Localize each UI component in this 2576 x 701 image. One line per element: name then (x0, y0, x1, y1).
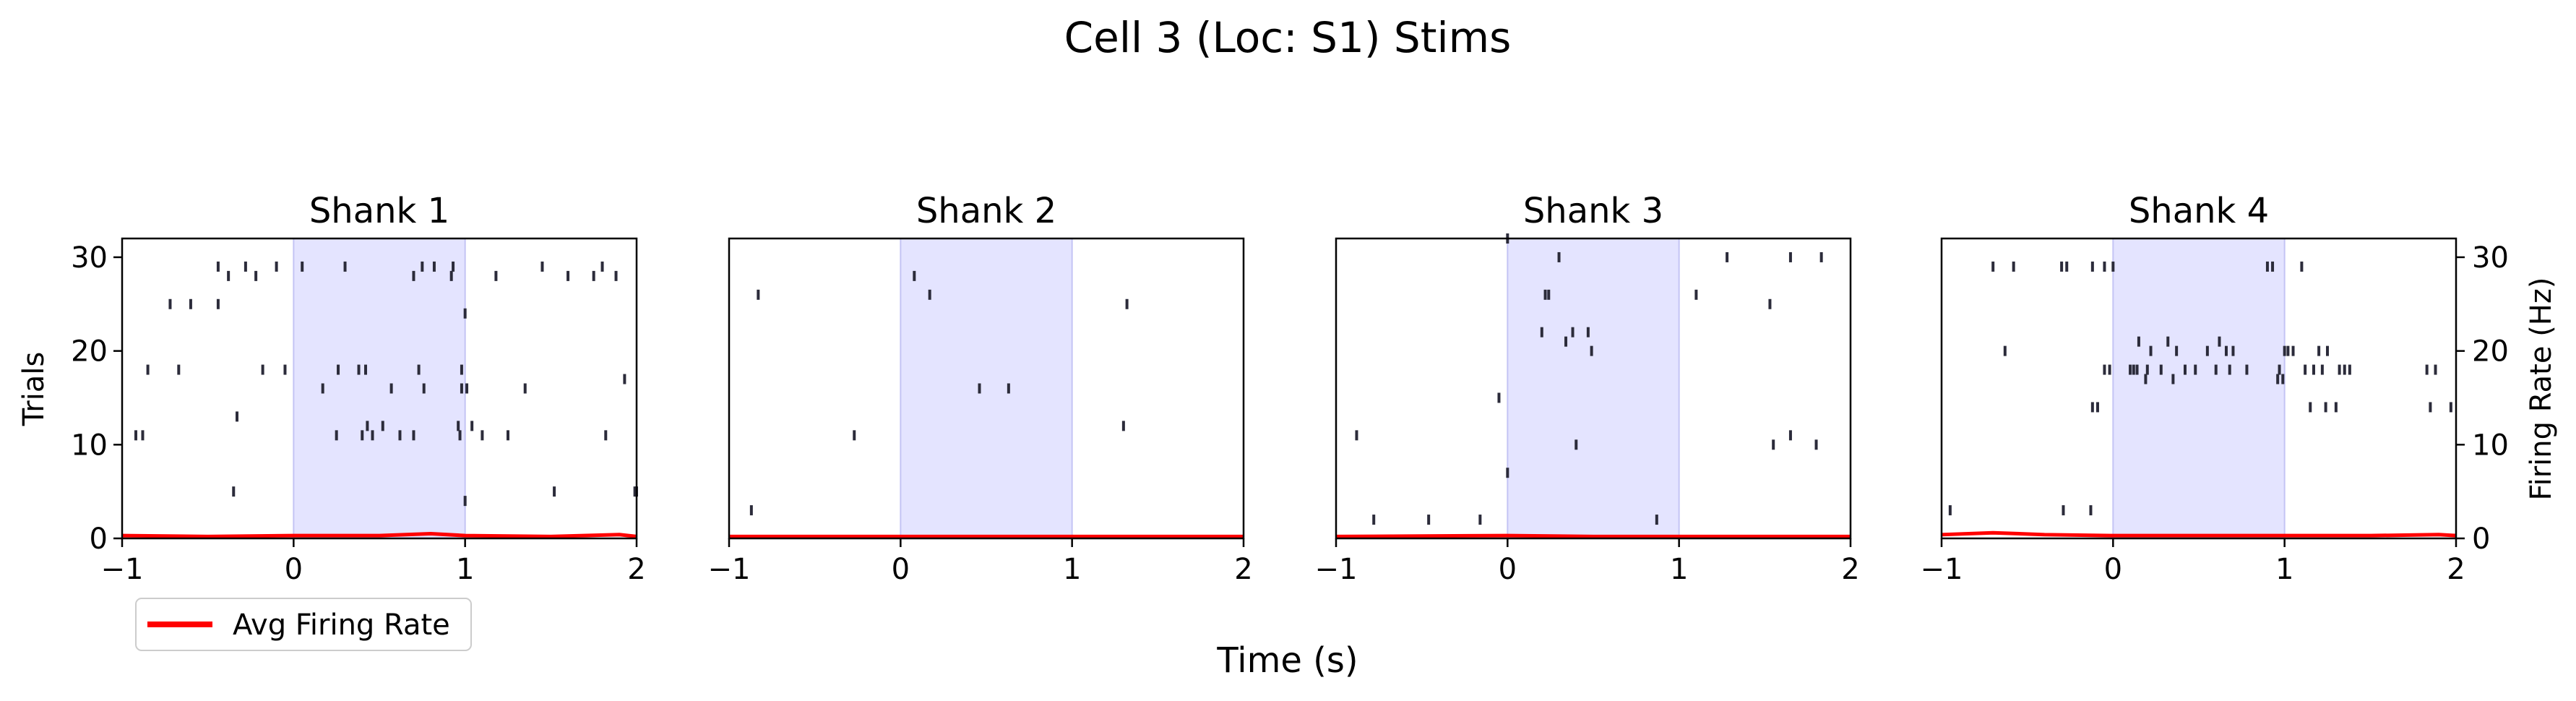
panel-2: Shank 2 −1 0 1 2 (708, 191, 1253, 586)
rate-line (1941, 530, 2457, 538)
x-tick-label: 2 (627, 553, 645, 586)
x-tick-label: 0 (2104, 553, 2122, 586)
y-tick-label: 20 (2472, 335, 2509, 369)
y-tick-label: 30 (71, 241, 108, 275)
axes-frame (1335, 237, 1852, 540)
stim-window (2112, 238, 2286, 539)
axes-frame (728, 237, 1245, 540)
legend-label: Avg Firing Rate (233, 608, 450, 642)
stim-window (1507, 238, 1680, 539)
panel-title: Shank 3 (1523, 191, 1663, 231)
y-tick-label: 0 (90, 522, 108, 556)
panel-3: Shank 3 −1 0 1 2 (1315, 191, 1860, 586)
x-tick-label: 0 (1499, 553, 1517, 586)
x-tick-label: −1 (1921, 553, 1963, 586)
x-tick-label: 1 (456, 553, 474, 586)
rate-line (121, 532, 637, 538)
x-tick-label: 1 (2275, 553, 2293, 586)
figure-title: Cell 3 (Loc: S1) Stims (1064, 13, 1512, 62)
y-axis-label-left: Trials (17, 352, 51, 427)
x-tick-label: 1 (1670, 553, 1688, 586)
y-axis-label-right: Firing Rate (Hz) (2525, 278, 2558, 501)
y-tick-label: 20 (71, 335, 108, 369)
x-tick-label: −1 (1315, 553, 1358, 586)
panel-title: Shank 4 (2129, 191, 2269, 231)
stim-window (900, 238, 1073, 539)
axes-frame (1940, 237, 2457, 540)
stim-window (293, 238, 466, 539)
axes-frame (121, 237, 638, 540)
x-axis-label: Time (s) (1216, 640, 1358, 681)
x-tick-label: 2 (1234, 553, 1252, 586)
x-tick-label: 2 (1841, 553, 1859, 586)
y-tick-label: 30 (2472, 241, 2509, 275)
x-tick-label: 2 (2447, 553, 2465, 586)
y-tick-label: 0 (2472, 522, 2490, 556)
x-tick-label: −1 (101, 553, 144, 586)
x-tick-label: 0 (285, 553, 303, 586)
y-tick-label: 10 (71, 429, 108, 462)
legend: Avg Firing Rate (135, 598, 472, 651)
x-tick-label: 0 (892, 553, 910, 586)
x-tick-label: 1 (1063, 553, 1081, 586)
legend-frame (135, 598, 472, 651)
y-tick-label: 10 (2472, 429, 2509, 462)
x-tick-label: −1 (708, 553, 751, 586)
panel-title: Shank 2 (916, 191, 1056, 231)
panel-title: Shank 1 (309, 191, 449, 231)
